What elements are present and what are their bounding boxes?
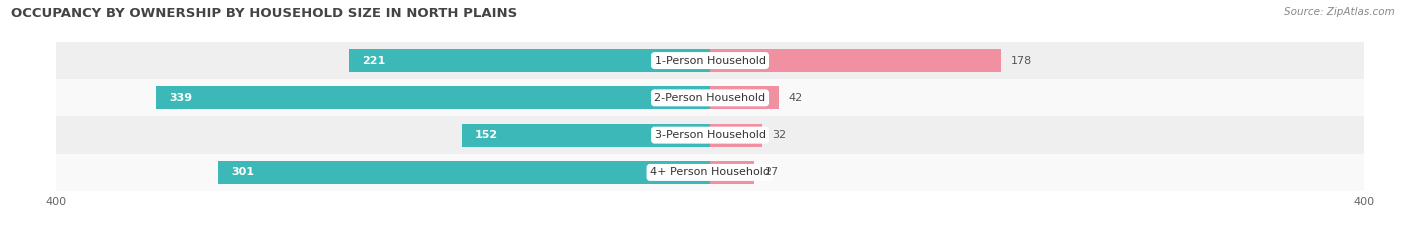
Text: 27: 27 xyxy=(763,168,778,177)
Bar xyxy=(56,154,1364,191)
Bar xyxy=(710,161,754,184)
Text: Source: ZipAtlas.com: Source: ZipAtlas.com xyxy=(1284,7,1395,17)
Text: 42: 42 xyxy=(789,93,803,103)
Text: 301: 301 xyxy=(231,168,254,177)
Bar xyxy=(56,42,1364,79)
Text: 152: 152 xyxy=(475,130,498,140)
Text: 178: 178 xyxy=(1011,56,1032,65)
Bar xyxy=(461,123,710,147)
Text: 2-Person Household: 2-Person Household xyxy=(654,93,766,103)
Bar xyxy=(710,86,779,110)
Text: 1-Person Household: 1-Person Household xyxy=(655,56,765,65)
Text: 221: 221 xyxy=(361,56,385,65)
Bar xyxy=(218,161,710,184)
Bar xyxy=(56,79,1364,116)
Bar xyxy=(349,49,710,72)
Bar xyxy=(710,49,1001,72)
Bar xyxy=(156,86,710,110)
Bar xyxy=(710,123,762,147)
Text: OCCUPANCY BY OWNERSHIP BY HOUSEHOLD SIZE IN NORTH PLAINS: OCCUPANCY BY OWNERSHIP BY HOUSEHOLD SIZE… xyxy=(11,7,517,20)
Text: 339: 339 xyxy=(169,93,193,103)
Text: 4+ Person Household: 4+ Person Household xyxy=(650,168,770,177)
Text: 3-Person Household: 3-Person Household xyxy=(655,130,765,140)
Text: 32: 32 xyxy=(772,130,786,140)
Bar xyxy=(56,116,1364,154)
